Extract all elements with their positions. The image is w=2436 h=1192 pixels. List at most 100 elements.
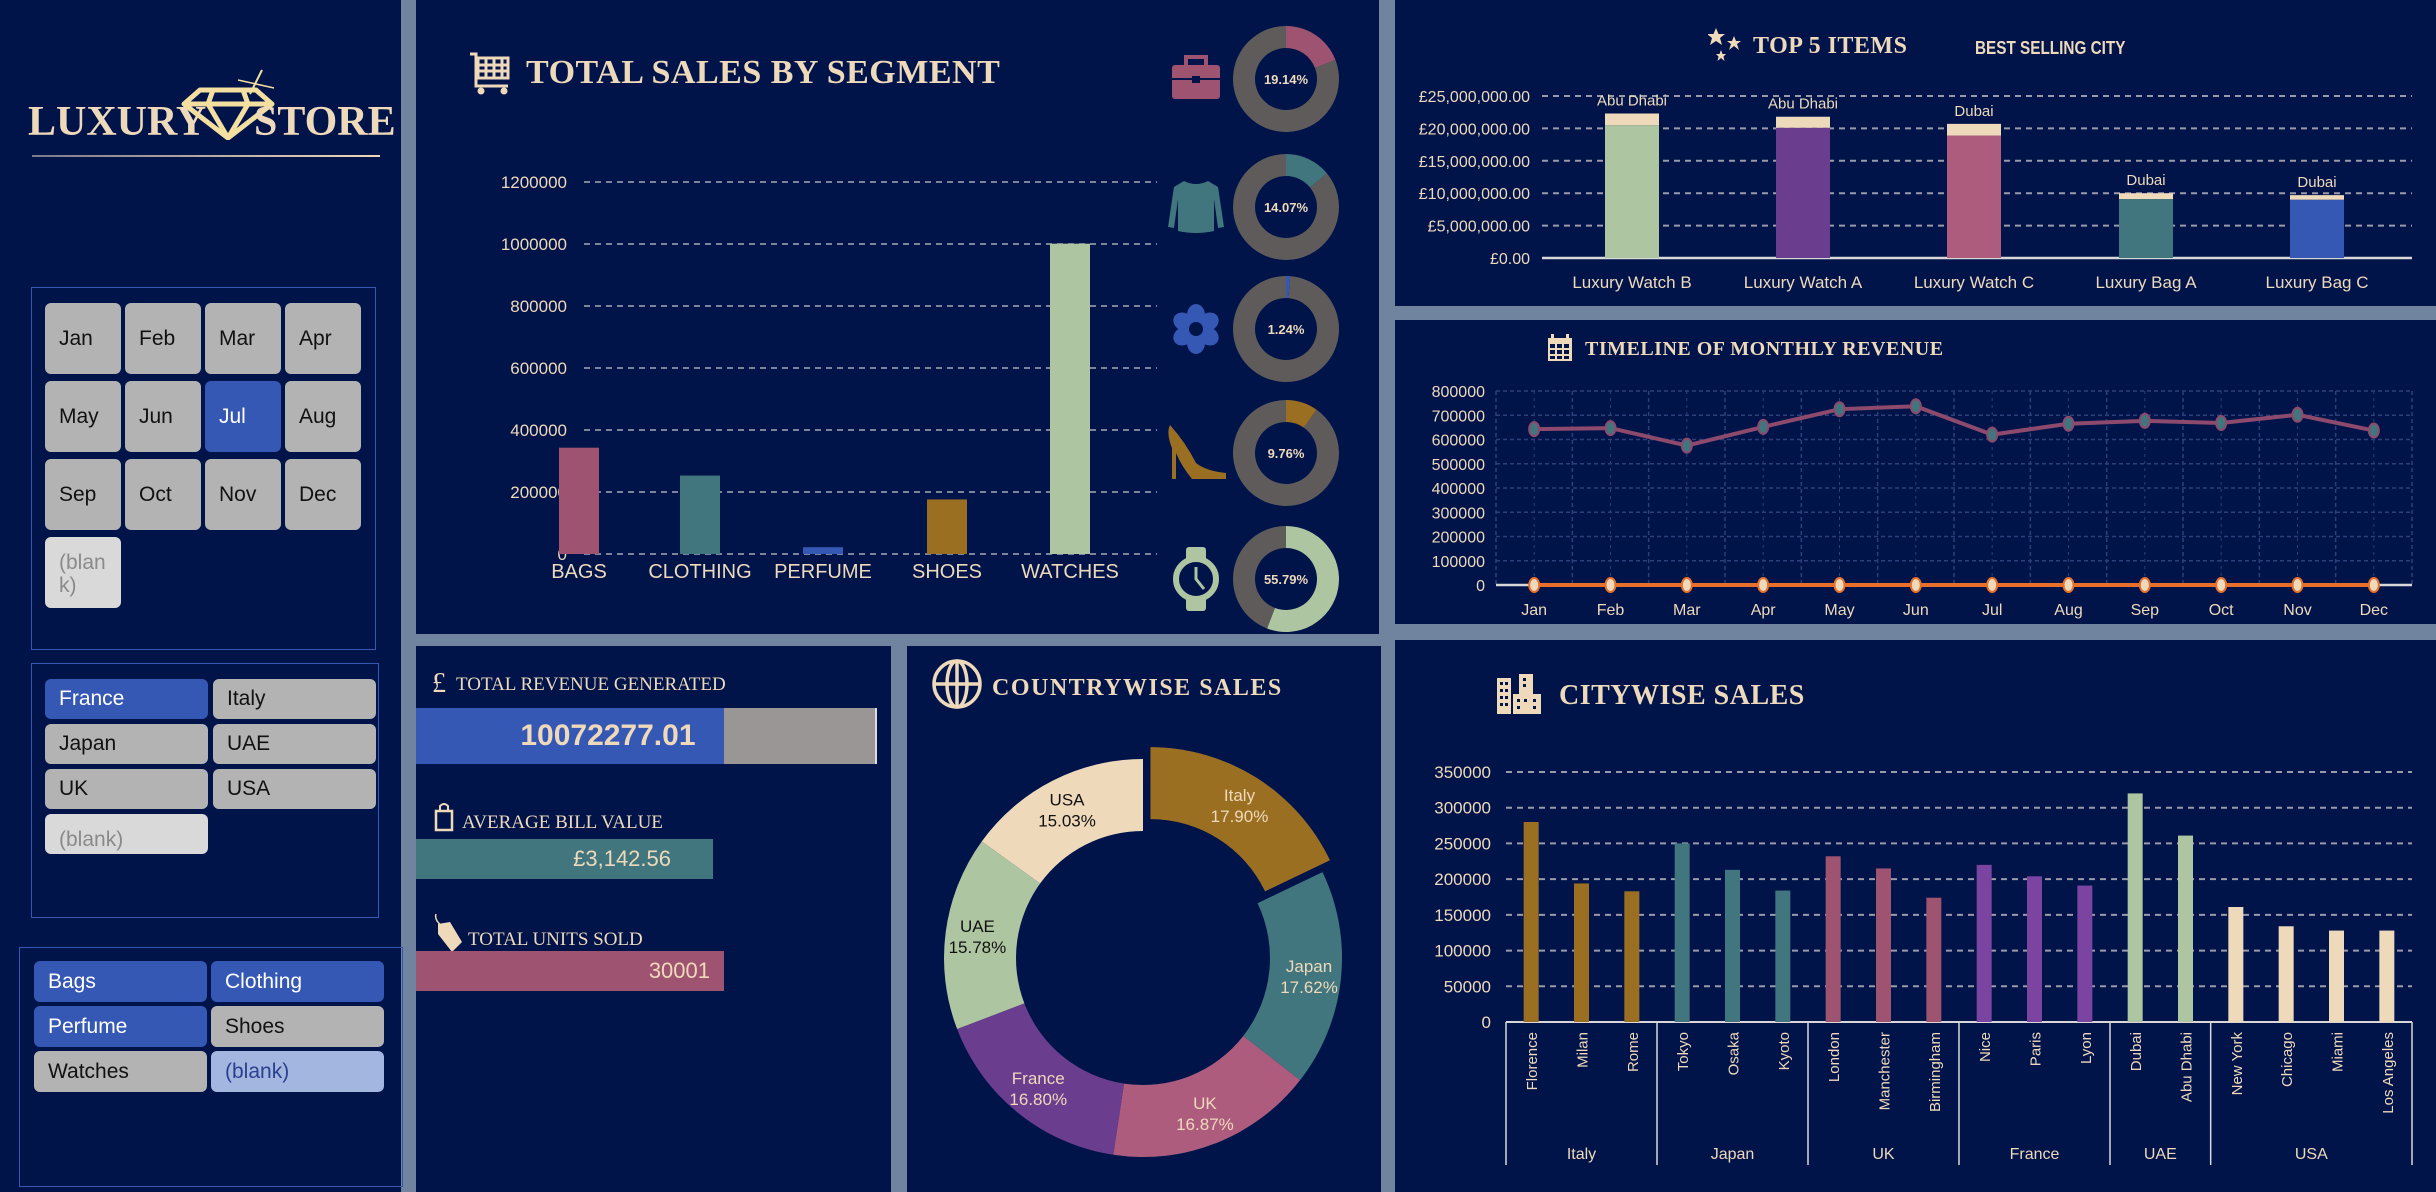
- line-marker: [1757, 418, 1770, 435]
- segment-slicer: Bags Clothing Perfume Shoes Watches (blank): [19, 947, 403, 1187]
- y-tick-label: 1000000: [501, 235, 567, 254]
- month-label: Aug: [2054, 602, 2082, 619]
- category-label: Luxury Bag A: [2095, 273, 2197, 292]
- slicer-item-blank[interactable]: (blank): [45, 814, 208, 854]
- bar-top-city: [1947, 123, 2001, 136]
- slicer-item-sep[interactable]: Sep: [45, 459, 121, 530]
- city-label: Kyoto: [1776, 1032, 1793, 1070]
- donut-percent-label: 9.76%: [1268, 446, 1305, 461]
- month-label: May: [1824, 602, 1854, 619]
- diamond-icon: [181, 69, 275, 140]
- city-label: Chicago: [2279, 1032, 2296, 1087]
- month-label: Sep: [2131, 602, 2160, 619]
- category-label: WATCHES: [1021, 561, 1119, 583]
- donut-percent-label: 55.79%: [1264, 572, 1309, 587]
- top5-panel: TOP 5 ITEMS BEST SELLING CITY £0.00 £5,00…: [1395, 0, 2436, 306]
- slicer-item-dec[interactable]: Dec: [285, 459, 361, 530]
- revenue-line: [1534, 404, 2375, 448]
- segment-panel: TOTAL SALES BY SEGMENT 0 200000 400000 6000…: [416, 0, 1379, 634]
- slicer-item-blank[interactable]: (blank): [45, 537, 121, 608]
- slicer-item-may[interactable]: May: [45, 381, 121, 452]
- slicer-item-apr[interactable]: Apr: [285, 303, 361, 374]
- donut-remainder: [1233, 26, 1339, 132]
- bar-bags: [559, 447, 599, 554]
- slice-value-label: 16.80%: [1009, 1090, 1067, 1109]
- slicer-item-nov[interactable]: Nov: [205, 459, 281, 530]
- line-marker: [2291, 406, 2304, 423]
- data-label-city: Dubai: [2126, 172, 2165, 189]
- cart-icon: [470, 52, 510, 95]
- y-tick-label: 800000: [510, 297, 567, 316]
- slicer-item-feb[interactable]: Feb: [125, 303, 201, 374]
- data-label-city: Dubai: [1954, 103, 1993, 120]
- country-title: COUNTRYWISE SALES: [992, 675, 1283, 701]
- line-marker: [1757, 577, 1770, 593]
- petal: [1197, 312, 1219, 332]
- category-label: Luxury Watch A: [1744, 273, 1863, 292]
- city-label: Osaka: [1726, 1031, 1743, 1075]
- bar-top-city: [2119, 193, 2173, 200]
- slicer-item-uk[interactable]: UK: [45, 769, 208, 809]
- city-label: Florence: [1524, 1032, 1541, 1090]
- slicer-item-italy[interactable]: Italy: [213, 679, 376, 719]
- donut-share-slice: [1286, 276, 1291, 299]
- month-label: Oct: [2209, 602, 2234, 619]
- bar-top-city: [1776, 116, 1830, 128]
- slicer-item-jun[interactable]: Jun: [125, 381, 201, 452]
- briefcase-handle: [1184, 55, 1208, 69]
- category-label: CLOTHING: [648, 561, 751, 583]
- slice-label: Japan: [1286, 957, 1332, 976]
- line-marker: [1833, 577, 1846, 593]
- donut-remainder: [1233, 154, 1339, 260]
- data-label-city: Dubai: [2297, 174, 2336, 191]
- bar-base: [2119, 199, 2173, 258]
- line-marker: [2367, 422, 2380, 439]
- petal: [1173, 326, 1195, 346]
- country-panel: COUNTRYWISE SALES Italy 17.90% Japan 17.62%…: [907, 646, 1381, 1192]
- country-group-label: UAE: [2144, 1146, 2177, 1163]
- bar-tokyo: [1674, 843, 1690, 1022]
- slicer-item-uae[interactable]: UAE: [213, 724, 376, 764]
- bar-birmingham: [1926, 897, 1942, 1022]
- slicer-item-japan[interactable]: Japan: [45, 724, 208, 764]
- slicer-item-mar[interactable]: Mar: [205, 303, 281, 374]
- month-label: Apr: [1751, 602, 1777, 619]
- bar-shoes: [927, 499, 967, 554]
- city-label: New York: [2229, 1032, 2246, 1096]
- slicer-item-watches[interactable]: Watches: [34, 1051, 207, 1092]
- revenue-bar: 10072277.01: [416, 708, 877, 764]
- y-tick-label: 300000: [1434, 799, 1491, 818]
- slicer-item-shoes[interactable]: Shoes: [211, 1006, 384, 1047]
- y-tick-label: 0: [1482, 1013, 1491, 1032]
- logo-underline: [32, 155, 380, 157]
- y-tick-label: 600000: [510, 359, 567, 378]
- y-tick-label: 500000: [1432, 457, 1485, 474]
- slicer-item-blank[interactable]: (blank): [211, 1051, 384, 1092]
- high-heel-icon: [1168, 425, 1226, 479]
- slice-label: Italy: [1224, 786, 1256, 805]
- bar-new-york: [2228, 907, 2244, 1022]
- month-label: Jun: [1903, 602, 1929, 619]
- slicer-item-aug[interactable]: Aug: [285, 381, 361, 452]
- slicer-item-jul[interactable]: Jul: [205, 381, 281, 452]
- slicer-item-oct[interactable]: Oct: [125, 459, 201, 530]
- pound-icon: £: [432, 668, 446, 699]
- data-label-city: Abu Dhabi: [1597, 92, 1667, 109]
- y-tick-label: 400000: [1432, 481, 1485, 498]
- slicer-item-usa[interactable]: USA: [213, 769, 376, 809]
- slicer-item-france[interactable]: France: [45, 679, 208, 719]
- slicer-item-perfume[interactable]: Perfume: [34, 1006, 207, 1047]
- bar-dubai: [2127, 793, 2143, 1022]
- line-marker: [1909, 398, 1922, 415]
- segment-chart-title: TOTAL SALES BY SEGMENT: [526, 54, 1001, 91]
- slice-italy: [1150, 747, 1330, 892]
- city-label: Paris: [2028, 1032, 2045, 1066]
- slicer-item-clothing[interactable]: Clothing: [211, 961, 384, 1002]
- slice-value-label: 15.78%: [949, 938, 1007, 957]
- y-tick-label: 200000: [1434, 870, 1491, 889]
- bar-top-city: [1605, 113, 1659, 126]
- slicer-item-jan[interactable]: Jan: [45, 303, 121, 374]
- bar-chicago: [2278, 926, 2294, 1022]
- bar-miami: [2329, 930, 2344, 1022]
- slicer-item-bags[interactable]: Bags: [34, 961, 207, 1002]
